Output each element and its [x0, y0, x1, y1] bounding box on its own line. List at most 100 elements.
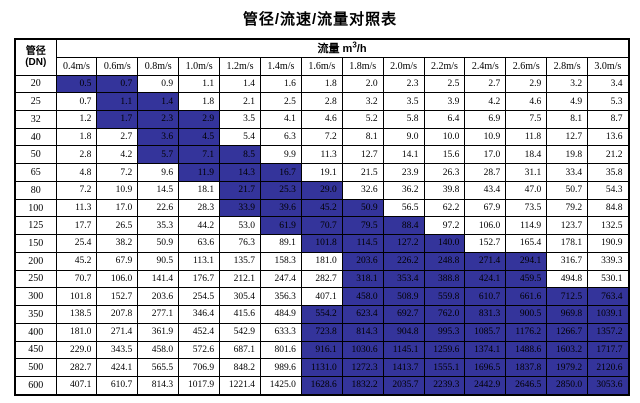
- value-cell: 346.4: [178, 305, 221, 324]
- value-cell: 229.0: [55, 340, 98, 360]
- velocity-header-2.2: 2.2m/s: [423, 56, 466, 76]
- table-row-dn-300: 300 101.8 152.7 203.6 254.5 305.4 356.3 407.1 45…: [14, 287, 630, 307]
- value-cell: 2239.3: [423, 375, 466, 396]
- value-cell: 542.9: [219, 322, 261, 342]
- value-cell: 1.4: [219, 74, 261, 94]
- dn-cell: 40: [14, 127, 57, 147]
- value-cell: 11.9: [178, 163, 221, 182]
- value-cell: 706.9: [178, 358, 221, 377]
- value-cell: 6.9: [464, 109, 507, 129]
- value-cell: 1374.1: [464, 340, 507, 360]
- value-cell: 339.3: [587, 251, 630, 271]
- dn-cell: 250: [14, 269, 57, 289]
- value-cell: 15.6: [423, 145, 466, 165]
- dn-cell: 80: [14, 180, 57, 200]
- value-cell: 21.2: [587, 145, 630, 165]
- value-cell: 424.1: [96, 358, 139, 377]
- value-cell: 123.7: [546, 216, 589, 236]
- value-cell: 712.5: [546, 287, 589, 307]
- value-cell: 9.6: [137, 163, 180, 182]
- value-cell: 43.4: [464, 180, 507, 200]
- table-row-dn-50: 50 2.8 4.2 5.7 7.1 8.5 9.9 11.3 12.7 14.1 15.6 17.0…: [14, 145, 630, 165]
- value-cell: 13.6: [587, 127, 630, 147]
- value-cell: 2442.9: [464, 375, 507, 396]
- value-cell: 226.2: [382, 251, 425, 271]
- value-cell: 343.5: [96, 340, 139, 360]
- header-row-top: 管径 (DN) 流量 m3/h: [14, 38, 630, 76]
- table-row-dn-250: 250 70.7 106.0 141.4 176.7 212.1 247.4 282.7 318…: [14, 269, 630, 289]
- velocity-header-2.8: 2.8m/s: [546, 56, 589, 76]
- dn-cell: 125: [14, 216, 57, 236]
- value-cell: 1.7: [96, 109, 139, 129]
- value-cell: 2.5: [423, 74, 466, 94]
- value-cell: 90.5: [137, 251, 180, 271]
- value-cell: 97.2: [423, 216, 466, 236]
- value-cell: 76.3: [219, 234, 261, 253]
- value-cell: 17.0: [96, 198, 139, 218]
- value-cell: 565.5: [137, 358, 180, 377]
- value-cell: 458.0: [137, 340, 180, 360]
- value-cell: 106.0: [96, 269, 139, 289]
- value-cell: 1413.7: [382, 358, 425, 377]
- value-cell: 114.9: [505, 216, 548, 236]
- value-cell: 1131.0: [300, 358, 343, 377]
- value-cell: 2.5: [259, 92, 302, 111]
- value-cell: 1.4: [137, 92, 180, 111]
- value-cell: 17.0: [464, 145, 507, 165]
- value-cell: 530.1: [587, 269, 630, 289]
- value-cell: 1.8: [55, 127, 98, 147]
- corner-header-dn: 管径 (DN): [14, 38, 57, 76]
- value-cell: 181.0: [300, 251, 343, 271]
- table-row-dn-80: 80 7.2 10.9 14.5 18.1 21.7 25.3 29.0 32.6 36.2 39.…: [14, 180, 630, 200]
- value-cell: 459.5: [505, 269, 548, 289]
- value-cell: 39.6: [259, 198, 302, 218]
- value-cell: 9.0: [382, 127, 425, 147]
- value-cell: 1.1: [96, 92, 139, 111]
- dn-cell: 65: [14, 163, 57, 182]
- value-cell: 2.1: [219, 92, 261, 111]
- value-cell: 152.7: [96, 287, 139, 307]
- value-cell: 152.7: [464, 234, 507, 253]
- value-cell: 178.1: [546, 234, 589, 253]
- value-cell: 0.9: [137, 74, 180, 94]
- value-cell: 316.7: [546, 251, 589, 271]
- value-cell: 12.7: [341, 145, 384, 165]
- value-cell: 4.1: [259, 109, 302, 129]
- value-cell: 14.5: [137, 180, 180, 200]
- value-cell: 282.7: [300, 269, 343, 289]
- value-cell: 21.5: [341, 163, 384, 182]
- value-cell: 50.9: [137, 234, 180, 253]
- velocity-header-1.6: 1.6m/s: [300, 56, 343, 76]
- value-cell: 11.3: [300, 145, 343, 165]
- table-row-dn-32: 32 1.2 1.7 2.3 2.9 3.5 4.1 4.6 5.2 5.8 6.4 6.9 7.5 8.…: [14, 109, 630, 129]
- dn-cell: 200: [14, 251, 57, 271]
- value-cell: 17.7: [55, 216, 98, 236]
- table-row-dn-350: 350 138.5 207.8 277.1 346.4 415.6 484.9 554.2 62…: [14, 305, 630, 324]
- value-cell: 7.2: [55, 180, 98, 200]
- value-cell: 63.6: [178, 234, 221, 253]
- value-cell: 353.4: [382, 269, 425, 289]
- value-cell: 1.8: [300, 74, 343, 94]
- table-row-dn-20: 20 0.5 0.7 0.9 1.1 1.4 1.6 1.8 2.0 2.3 2.5 2.7 2.9 3.…: [14, 74, 630, 94]
- value-cell: 5.8: [382, 109, 425, 129]
- value-cell: 661.6: [505, 287, 548, 307]
- dn-cell: 32: [14, 109, 57, 129]
- value-cell: 318.1: [341, 269, 384, 289]
- velocity-header-row: 0.4m/s 0.6m/s 0.8m/s 1.0m/s 1.2m/s 1.4m/s 1.6m…: [15, 56, 630, 76]
- value-cell: 33.4: [546, 163, 589, 182]
- value-cell: 271.4: [96, 322, 139, 342]
- value-cell: 138.5: [55, 305, 98, 324]
- value-cell: 25.3: [259, 180, 302, 200]
- value-cell: 0.5: [55, 74, 98, 94]
- value-cell: 2.9: [178, 109, 221, 129]
- table-row-dn-100: 100 11.3 17.0 22.6 28.3 33.9 39.6 45.2 50.9 56.5 6…: [14, 198, 630, 218]
- velocity-header-2.0: 2.0m/s: [382, 56, 425, 76]
- value-cell: 36.2: [382, 180, 425, 200]
- value-cell: 361.9: [137, 322, 180, 342]
- value-cell: 53.0: [219, 216, 261, 236]
- value-cell: 4.2: [96, 145, 139, 165]
- value-cell: 801.6: [259, 340, 302, 360]
- value-cell: 723.8: [300, 322, 343, 342]
- value-cell: 3.2: [546, 74, 589, 94]
